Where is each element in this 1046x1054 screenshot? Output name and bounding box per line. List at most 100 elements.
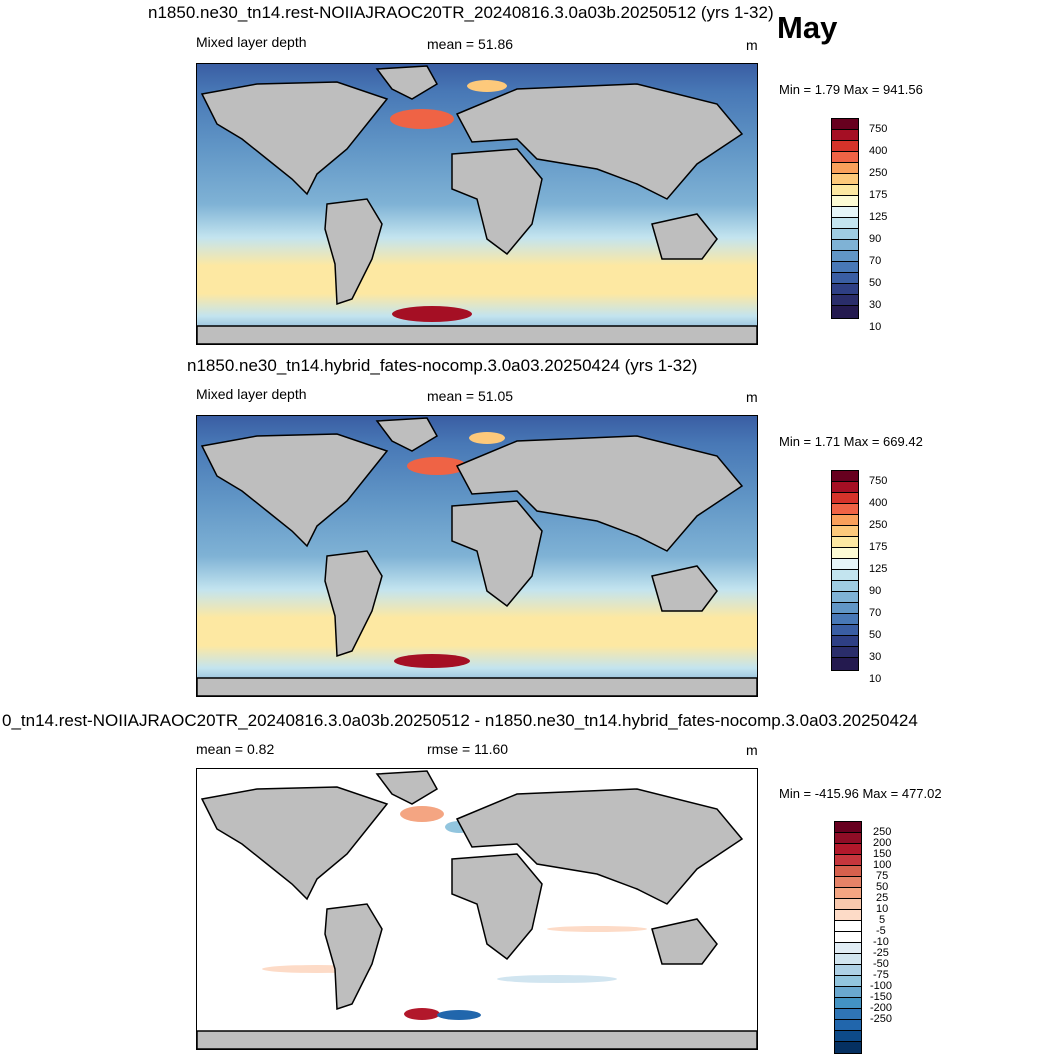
panel-3-minmax: Min = -415.96 Max = 477.02 <box>779 786 942 801</box>
colorbar-tick: 30 <box>869 299 882 311</box>
colorbar-tick: 200 <box>873 837 892 849</box>
colorbar-swatch <box>832 614 858 625</box>
colorbar-swatch <box>832 570 858 581</box>
colorbar-tick: 10 <box>876 903 889 915</box>
colorbar-swatch <box>835 855 861 866</box>
colorbar-swatch <box>835 1042 861 1053</box>
panel-2-units: m <box>746 389 758 405</box>
colorbar-swatch <box>835 910 861 921</box>
colorbar-swatch <box>832 504 858 515</box>
panel-1-units: m <box>746 37 758 53</box>
panel-1-map <box>196 63 758 345</box>
colorbar-tick: 50 <box>876 881 889 893</box>
panel-1-minmax: Min = 1.79 Max = 941.56 <box>779 82 923 97</box>
colorbar-tick: 100 <box>873 859 892 871</box>
colorbar-swatch <box>835 943 861 954</box>
panel-2-map <box>196 415 758 697</box>
colorbar-tick: 400 <box>869 497 888 509</box>
panel-2-minmax: Min = 1.71 Max = 669.42 <box>779 434 923 449</box>
colorbar-swatch <box>835 833 861 844</box>
colorbar-swatch <box>832 141 858 152</box>
month-label: May <box>777 10 838 45</box>
colorbar-tick: 175 <box>869 189 888 201</box>
colorbar-swatch <box>832 163 858 174</box>
colorbar-swatch <box>832 295 858 306</box>
colorbar-swatch <box>832 262 858 273</box>
colorbar-swatch <box>832 119 858 130</box>
colorbar-swatch <box>835 965 861 976</box>
colorbar-swatch <box>835 899 861 910</box>
colorbar-swatch <box>832 152 858 163</box>
colorbar-tick: -5 <box>876 925 886 937</box>
panel-3-rmse: rmse = 11.60 <box>427 741 509 757</box>
colorbar-tick: 750 <box>869 475 888 487</box>
panel-2-mean: mean = 51.05 <box>427 388 514 404</box>
colorbar-tick: 90 <box>869 233 882 245</box>
colorbar-tick: 175 <box>869 541 888 553</box>
colorbar-swatch <box>835 998 861 1009</box>
colorbar-swatch <box>832 625 858 636</box>
colorbar-swatch <box>835 976 861 987</box>
panel-1-title: n1850.ne30_tn14.rest-NOIIAJRAOC20TR_2024… <box>148 3 774 22</box>
colorbar-swatch <box>835 1009 861 1020</box>
colorbar-swatch <box>832 548 858 559</box>
panel-3-colorbar <box>834 821 862 1054</box>
colorbar-swatch <box>832 130 858 141</box>
colorbar-swatch <box>835 866 861 877</box>
colorbar-swatch <box>832 647 858 658</box>
colorbar-tick: -200 <box>870 1002 893 1014</box>
panel-3-map <box>196 768 758 1050</box>
colorbar-swatch <box>832 471 858 482</box>
colorbar-tick: 125 <box>869 211 888 223</box>
colorbar-swatch <box>835 1031 861 1042</box>
colorbar-swatch <box>832 174 858 185</box>
colorbar-tick: 400 <box>869 145 888 157</box>
colorbar-swatch <box>832 581 858 592</box>
colorbar-swatch <box>832 537 858 548</box>
colorbar-swatch <box>832 218 858 229</box>
colorbar-tick: 70 <box>869 607 882 619</box>
colorbar-tick: 25 <box>876 892 889 904</box>
colorbar-tick: 10 <box>869 673 882 685</box>
colorbar-tick: -250 <box>870 1013 893 1025</box>
colorbar-swatch <box>832 636 858 647</box>
colorbar-tick: -100 <box>870 980 893 992</box>
panel-3-units: m <box>746 742 758 758</box>
colorbar-swatch <box>835 932 861 943</box>
colorbar-tick: 5 <box>879 914 886 926</box>
colorbar-swatch <box>835 987 861 998</box>
colorbar-swatch <box>832 306 858 318</box>
colorbar-swatch <box>832 240 858 251</box>
colorbar-tick: 250 <box>873 826 892 838</box>
panel-3-mean: mean = 0.82 <box>196 741 275 757</box>
panel-2-colorbar <box>831 470 859 671</box>
colorbar-swatch <box>835 954 861 965</box>
colorbar-swatch <box>835 888 861 899</box>
panel-1-variable-label: Mixed layer depth <box>196 34 307 50</box>
colorbar-swatch <box>832 284 858 295</box>
colorbar-tick: 125 <box>869 563 888 575</box>
colorbar-swatch <box>835 1020 861 1031</box>
colorbar-swatch <box>835 921 861 932</box>
colorbar-tick: 70 <box>869 255 882 267</box>
colorbar-swatch <box>832 559 858 570</box>
colorbar-tick: 30 <box>869 651 882 663</box>
colorbar-swatch <box>832 251 858 262</box>
colorbar-tick: -50 <box>873 958 889 970</box>
colorbar-swatch <box>832 482 858 493</box>
colorbar-swatch <box>832 592 858 603</box>
colorbar-swatch <box>832 658 858 670</box>
colorbar-tick: 75 <box>876 870 889 882</box>
colorbar-swatch <box>832 515 858 526</box>
colorbar-swatch <box>835 822 861 833</box>
panel-1-mean: mean = 51.86 <box>427 36 514 52</box>
colorbar-swatch <box>832 185 858 196</box>
colorbar-swatch <box>832 493 858 504</box>
panel-3-title: 0_tn14.rest-NOIIAJRAOC20TR_20240816.3.0a… <box>2 711 918 730</box>
colorbar-swatch <box>832 196 858 207</box>
colorbar-tick: 10 <box>869 321 882 333</box>
colorbar-tick: 750 <box>869 123 888 135</box>
colorbar-tick: 90 <box>869 585 882 597</box>
colorbar-tick: 50 <box>869 629 882 641</box>
colorbar-tick: 50 <box>869 277 882 289</box>
